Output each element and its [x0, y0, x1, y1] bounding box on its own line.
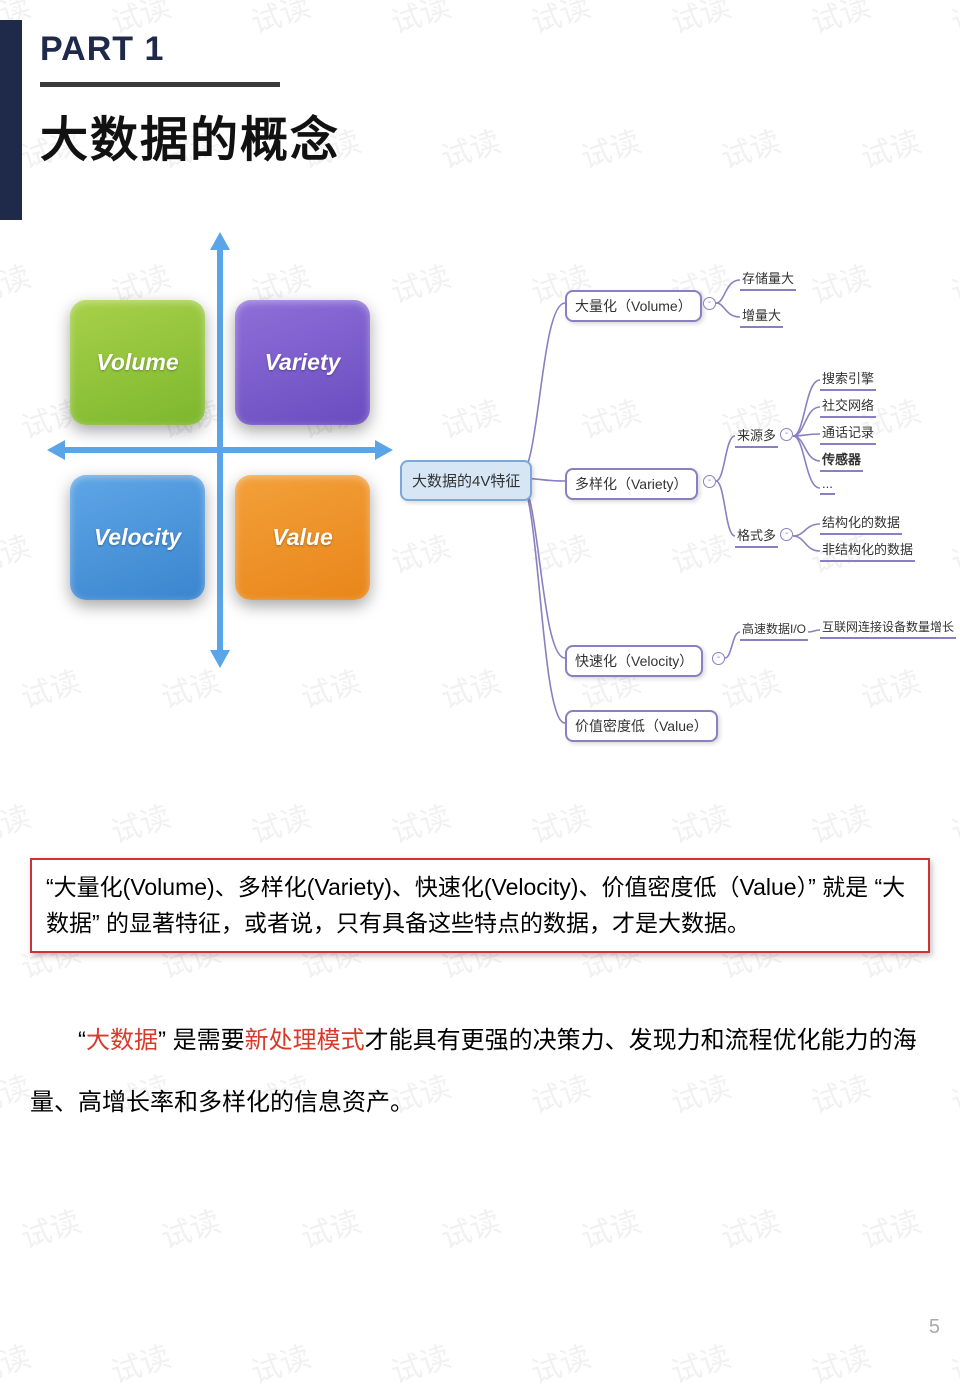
- toggle-icon: -: [780, 428, 793, 441]
- para-highlight-2: 新处理模式: [245, 1027, 365, 1054]
- toggle-icon: -: [703, 475, 716, 488]
- quadrant-value: Value: [235, 475, 370, 600]
- definition-paragraph: “大数据” 是需要新处理模式才能具有更强的决策力、发现力和流程优化能力的海量、高…: [30, 1010, 940, 1135]
- mindmap-node-volume: 大量化（Volume）: [565, 290, 702, 322]
- quadrant-velocity: Velocity: [70, 475, 205, 600]
- part-label: PART 1: [40, 30, 164, 69]
- mindmap-node-velocity: 快速化（Velocity）: [565, 645, 703, 677]
- mindmap-leaf: 结构化的数据: [820, 512, 902, 535]
- arrow-left-icon: [47, 440, 65, 460]
- arrow-up-icon: [210, 232, 230, 250]
- mindmap-node-variety: 多样化（Variety）: [565, 468, 698, 500]
- mindmap-leaf: 高速数据I/O: [740, 620, 808, 641]
- summary-red-box: “大量化(Volume)、多样化(Variety)、快速化(Velocity)、…: [30, 858, 930, 953]
- arrow-right-icon: [375, 440, 393, 460]
- quadrant-volume: Volume: [70, 300, 205, 425]
- axis-horizontal: [55, 447, 385, 453]
- mindmap-root: 大数据的4V特征: [400, 460, 532, 501]
- summary-text: “大量化(Volume)、多样化(Variety)、快速化(Velocity)、…: [46, 874, 905, 936]
- mindmap-leaf: 社交网络: [820, 395, 876, 418]
- mindmap-leaf: 增量大: [740, 305, 783, 328]
- quadrant-variety: Variety: [235, 300, 370, 425]
- mindmap-node-value: 价值密度低（Value）: [565, 710, 718, 742]
- para-highlight-1: 大数据: [86, 1027, 158, 1054]
- quadrant-diagram: Volume Variety Velocity Value: [55, 240, 385, 660]
- mindmap-leaf: 非结构化的数据: [820, 539, 915, 562]
- mindmap-leaf: 搜索引擎: [820, 368, 876, 391]
- part-underline: [40, 82, 280, 87]
- arrow-down-icon: [210, 650, 230, 668]
- mindmap-leaf: ...: [820, 476, 835, 495]
- mindmap-leaf: 存储量大: [740, 268, 796, 291]
- mindmap-diagram: 大数据的4V特征 大量化（Volume） 多样化（Variety） 快速化（Ve…: [400, 250, 955, 790]
- header-side-bar: [0, 20, 22, 220]
- mindmap-leaf: 格式多: [735, 525, 778, 548]
- toggle-icon: -: [712, 652, 725, 665]
- toggle-icon: -: [703, 297, 716, 310]
- toggle-icon: -: [780, 528, 793, 541]
- page-title: 大数据的概念: [40, 100, 340, 170]
- mindmap-leaf: 来源多: [735, 425, 778, 448]
- mindmap-leaf: 互联网连接设备数量增长: [820, 618, 956, 639]
- mindmap-leaf: 传感器: [820, 449, 863, 472]
- para-mid1: ” 是需要: [158, 1027, 245, 1054]
- mindmap-leaf: 通话记录: [820, 422, 876, 445]
- para-pre: “: [78, 1027, 86, 1054]
- page-number: 5: [929, 1316, 940, 1339]
